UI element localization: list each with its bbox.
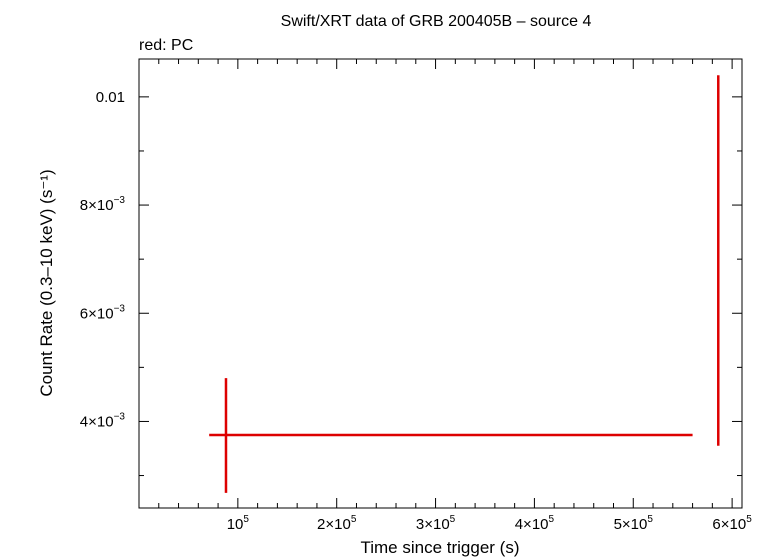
data-point bbox=[209, 378, 693, 493]
chart-title: Swift/XRT data of GRB 200405B – source 4 bbox=[281, 13, 592, 30]
plot-frame bbox=[138, 58, 743, 509]
x-tick-label: 6×105 bbox=[712, 514, 752, 533]
y-tick-label: 8×10−3 bbox=[80, 195, 126, 214]
x-tick-label: 5×105 bbox=[614, 514, 654, 533]
y-tick-label: 4×10−3 bbox=[80, 411, 126, 430]
axis-ticks bbox=[139, 59, 742, 508]
y-tick-label: 0.01 bbox=[96, 89, 125, 106]
x-tick-label: 4×105 bbox=[515, 514, 555, 533]
x-axis-label: Time since trigger (s) bbox=[360, 538, 519, 557]
data-points bbox=[209, 75, 720, 493]
tick-labels: 105 2×105 3×105 4×105 5×105 6×105 4×10−3 6×10−3… bbox=[80, 89, 752, 533]
y-tick-label: 6×10−3 bbox=[80, 303, 126, 322]
y-axis-label: Count Rate (0.3–10 keV) (s⁻¹) bbox=[37, 169, 56, 396]
x-tick-label: 3×105 bbox=[416, 514, 456, 533]
x-tick-label: 2×105 bbox=[317, 514, 357, 533]
data-point bbox=[717, 75, 720, 446]
x-tick-label: 105 bbox=[227, 514, 250, 533]
chart-subtitle: red: PC bbox=[139, 37, 193, 54]
